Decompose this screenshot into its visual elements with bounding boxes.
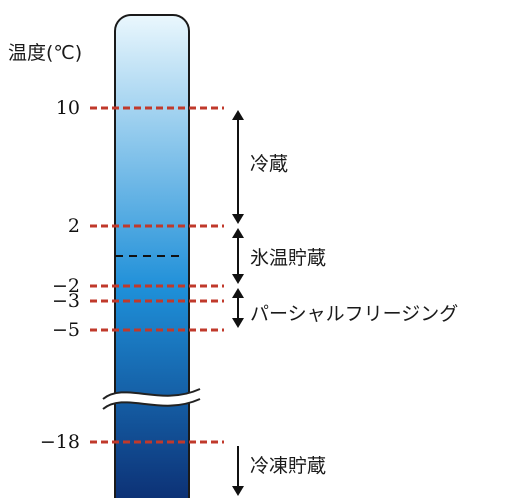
zone-arrows [232, 110, 244, 496]
tick-label-minus-18: −18 [39, 431, 80, 453]
arrowhead-down [232, 214, 244, 224]
axis-title: 温度(℃) [8, 42, 83, 64]
arrowhead-up [232, 228, 244, 238]
zone-label-ice-temperature: 氷温貯蔵 [250, 247, 327, 269]
tick-label-minus-5: −5 [51, 319, 80, 341]
scale-break-mask [100, 389, 202, 408]
thermometer-column [114, 14, 190, 498]
tick-label-minus-2: −2 [51, 275, 80, 297]
scale-break-line-lower [102, 398, 201, 410]
arrowhead-up [232, 288, 244, 298]
zone-label-partial-freezing: パーシャルフリージング [250, 303, 459, 325]
arrowhead-up [232, 110, 244, 120]
tick-label-2: 2 [67, 215, 80, 237]
arrowhead-down [232, 486, 244, 496]
zone-label-refrigeration: 冷蔵 [250, 153, 289, 175]
zone-label-frozen-storage: 冷凍貯蔵 [250, 455, 327, 477]
tick-label-10: 10 [55, 97, 80, 119]
scale-break-line-upper [102, 388, 201, 400]
tick-label-minus-3: −3 [51, 290, 80, 312]
arrowhead-down [232, 318, 244, 328]
threshold-lines [90, 106, 224, 444]
arrowhead-down [232, 274, 244, 284]
